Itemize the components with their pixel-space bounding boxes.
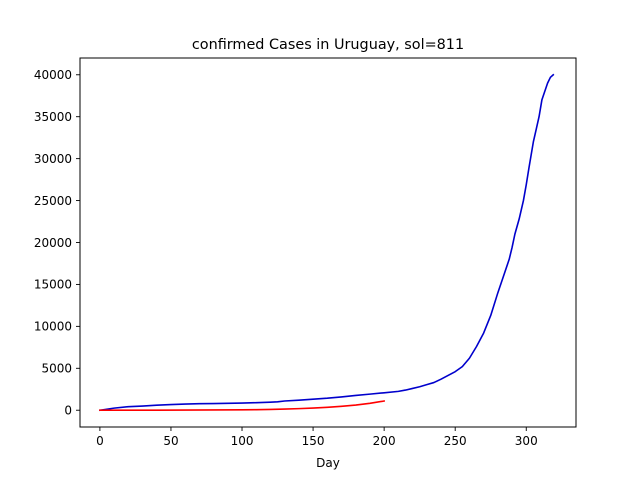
y-tick-label: 40000 bbox=[34, 68, 72, 82]
x-tick-label: 0 bbox=[96, 434, 104, 448]
chart-title: confirmed Cases in Uruguay, sol=811 bbox=[192, 37, 464, 53]
x-tick-label: 300 bbox=[515, 434, 538, 448]
x-tick-label: 200 bbox=[373, 434, 396, 448]
x-axis: 0 50 100 150 200 250 300 bbox=[96, 427, 538, 448]
y-tick-label: 10000 bbox=[34, 320, 72, 334]
y-tick-label: 0 bbox=[64, 404, 72, 418]
x-tick-label: 250 bbox=[444, 434, 467, 448]
y-tick-label: 30000 bbox=[34, 152, 72, 166]
series-line-2 bbox=[99, 400, 386, 412]
x-tick-label: 100 bbox=[231, 434, 254, 448]
y-axis: 0 5000 10000 15000 20000 25000 30000 35000 40000 bbox=[34, 68, 80, 418]
x-tick-label: 50 bbox=[163, 434, 178, 448]
series-line-1 bbox=[98, 73, 555, 412]
y-tick-label: 15000 bbox=[34, 278, 72, 292]
x-tick-label: 150 bbox=[302, 434, 325, 448]
y-tick-label: 20000 bbox=[34, 236, 72, 250]
series-layer bbox=[98, 73, 555, 412]
x-axis-label: Day bbox=[316, 456, 340, 470]
y-tick-label: 5000 bbox=[41, 362, 72, 376]
y-tick-label: 25000 bbox=[34, 194, 72, 208]
y-tick-label: 35000 bbox=[34, 110, 72, 124]
